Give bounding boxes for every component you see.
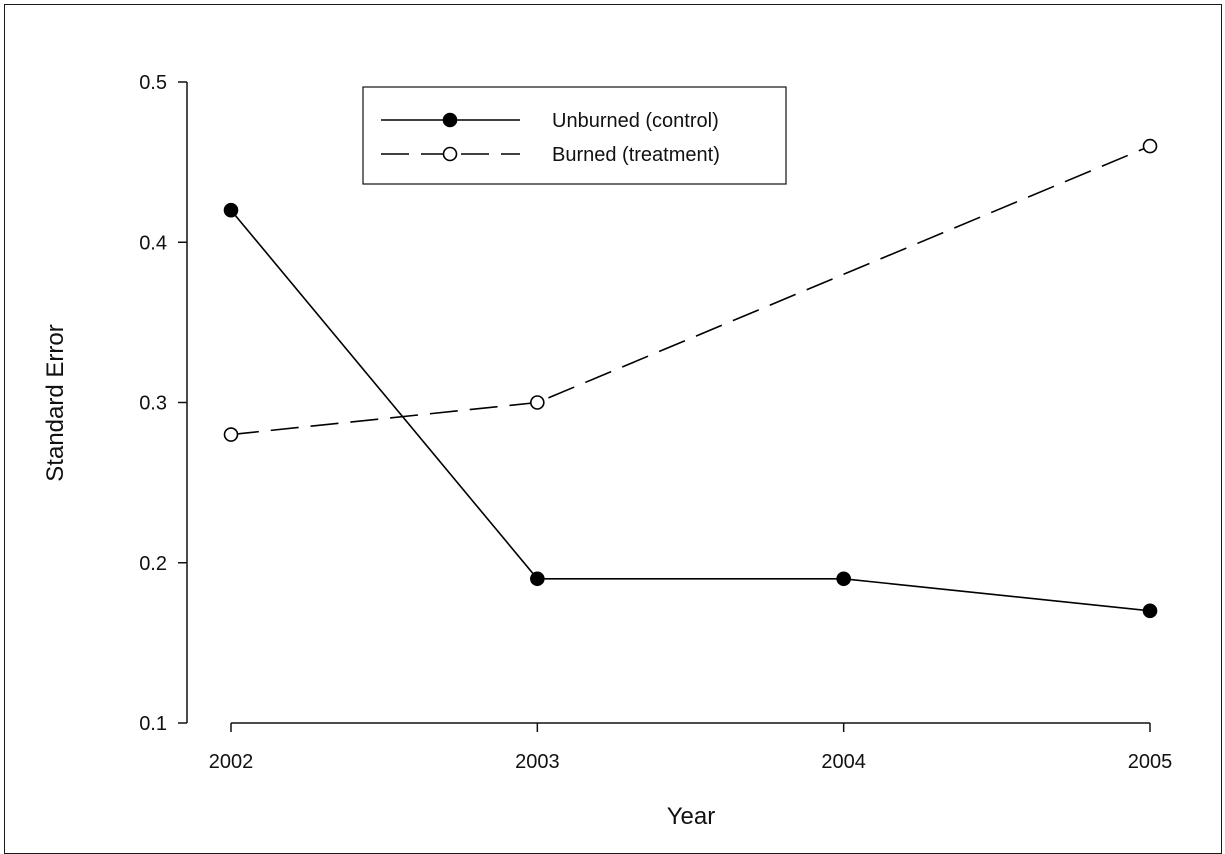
y-tick-label: 0.5 <box>139 72 167 94</box>
legend-label: Unburned (control) <box>552 110 719 132</box>
data-point <box>223 202 239 218</box>
y-tick-label: 0.1 <box>139 713 167 735</box>
data-point <box>223 427 239 442</box>
legend-label: Burned (treatment) <box>552 144 720 166</box>
y-tick-label: 0.2 <box>139 553 167 575</box>
series-1 <box>223 202 1158 619</box>
x-tick-label: 2005 <box>1128 751 1173 773</box>
legend-box <box>362 86 787 185</box>
y-tick-label: 0.4 <box>139 232 167 254</box>
chart-axes: 0.1 0.2 0.3 0.4 0.5 2002 2003 2004 2005 <box>139 72 1172 773</box>
data-point <box>530 571 545 587</box>
data-point <box>1142 138 1158 154</box>
legend-marker <box>442 112 458 128</box>
data-point <box>836 571 851 587</box>
legend: Unburned (control) Burned (treatment) <box>362 86 787 185</box>
series-2 <box>223 138 1158 442</box>
y-tick-label: 0.3 <box>139 393 167 415</box>
x-tick-label: 2002 <box>209 751 254 773</box>
series-layer <box>223 138 1158 619</box>
legend-marker <box>442 146 458 162</box>
data-point <box>530 395 545 410</box>
series-line <box>230 145 1151 436</box>
x-tick-label: 2003 <box>515 751 560 773</box>
data-point <box>1142 603 1158 619</box>
x-tick-label: 2004 <box>821 751 866 773</box>
y-axis-title: Standard Error <box>42 324 69 481</box>
series-line <box>230 209 1151 612</box>
x-axis-title: Year <box>667 803 716 830</box>
